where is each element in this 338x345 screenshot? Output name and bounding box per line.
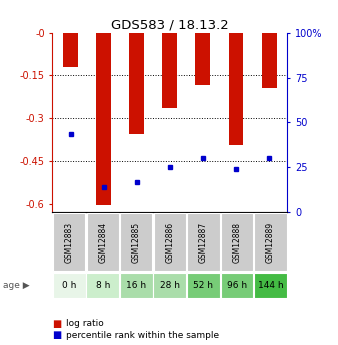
Text: age ▶: age ▶ [3, 281, 30, 290]
Text: ■: ■ [52, 319, 62, 328]
Title: GDS583 / 18.13.2: GDS583 / 18.13.2 [111, 19, 229, 32]
Text: GSM12884: GSM12884 [98, 222, 107, 263]
Bar [228, 33, 243, 145]
Text: 28 h: 28 h [160, 281, 180, 290]
Text: 8 h: 8 h [96, 281, 110, 290]
Bar [63, 33, 78, 67]
Text: 0 h: 0 h [62, 281, 76, 290]
Text: GSM12885: GSM12885 [132, 222, 141, 263]
Bar [221, 213, 253, 271]
Bar [86, 273, 119, 298]
Bar [262, 33, 276, 88]
Text: 52 h: 52 h [193, 281, 213, 290]
Bar [187, 273, 220, 298]
Bar [154, 213, 186, 271]
Text: percentile rank within the sample: percentile rank within the sample [66, 331, 219, 340]
Bar [53, 213, 85, 271]
Text: GSM12886: GSM12886 [165, 222, 174, 263]
Bar [120, 273, 153, 298]
Bar [87, 213, 119, 271]
Bar [96, 33, 111, 205]
Bar [129, 33, 144, 134]
Bar [255, 213, 287, 271]
Bar [162, 33, 177, 108]
Bar [53, 273, 86, 298]
Text: GSM12889: GSM12889 [266, 222, 275, 263]
Bar [220, 273, 254, 298]
Bar [120, 213, 152, 271]
Bar [254, 273, 287, 298]
Bar [195, 33, 210, 86]
Text: GSM12888: GSM12888 [233, 222, 241, 263]
Text: GSM12883: GSM12883 [65, 222, 74, 263]
Text: GSM12887: GSM12887 [199, 222, 208, 263]
Text: ■: ■ [52, 331, 62, 340]
Text: 96 h: 96 h [227, 281, 247, 290]
Text: 144 h: 144 h [258, 281, 283, 290]
Bar [153, 273, 186, 298]
Bar [187, 213, 219, 271]
Text: log ratio: log ratio [66, 319, 104, 328]
Text: 16 h: 16 h [126, 281, 146, 290]
